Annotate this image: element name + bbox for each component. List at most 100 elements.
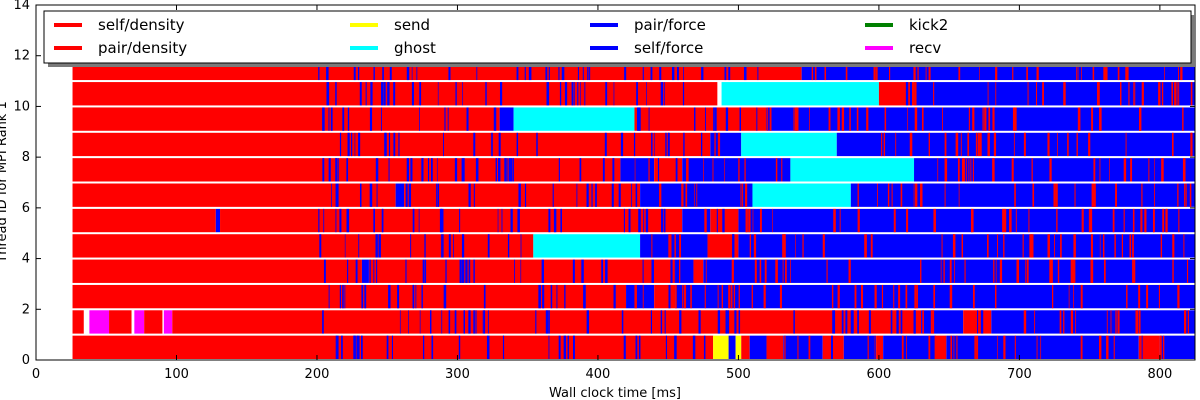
task-slice bbox=[674, 234, 676, 258]
task-slice bbox=[704, 284, 706, 309]
task-slice bbox=[448, 56, 451, 81]
task-slice bbox=[698, 310, 701, 334]
task-slice bbox=[328, 158, 331, 182]
task-slice bbox=[497, 208, 499, 233]
task-slice bbox=[1166, 208, 1168, 233]
task-bar-thread-0-14 bbox=[1138, 335, 1160, 359]
task-slice bbox=[370, 82, 373, 106]
task-slice bbox=[811, 56, 814, 81]
task-slice bbox=[576, 183, 578, 207]
task-slice bbox=[837, 284, 840, 309]
task-slice bbox=[344, 284, 346, 309]
task-slice bbox=[833, 310, 836, 334]
task-slice bbox=[1003, 335, 1006, 359]
task-slice bbox=[358, 132, 361, 157]
task-slice bbox=[864, 234, 867, 258]
task-slice bbox=[749, 234, 752, 258]
task-slice bbox=[1031, 234, 1034, 258]
task-bar-thread-7-3 bbox=[682, 158, 791, 182]
task-slice bbox=[602, 158, 605, 182]
task-slice bbox=[779, 284, 782, 309]
task-slice bbox=[339, 284, 342, 309]
task-slice bbox=[851, 310, 854, 334]
task-slice bbox=[850, 310, 853, 334]
task-slice bbox=[987, 82, 989, 106]
task-slice bbox=[1141, 82, 1144, 106]
task-bar-thread-7-4 bbox=[790, 158, 915, 182]
task-slice bbox=[1029, 234, 1032, 258]
task-slice bbox=[448, 234, 451, 258]
task-slice bbox=[468, 310, 471, 334]
task-slice bbox=[1093, 183, 1096, 207]
task-slice bbox=[909, 132, 913, 157]
task-slice bbox=[495, 158, 498, 182]
task-slice bbox=[520, 234, 522, 258]
task-slice bbox=[1148, 158, 1150, 182]
task-slice bbox=[845, 56, 848, 81]
task-slice bbox=[510, 208, 513, 233]
task-slice bbox=[476, 56, 478, 81]
task-slice bbox=[582, 56, 584, 81]
task-slice bbox=[369, 183, 373, 207]
task-slice bbox=[399, 310, 401, 334]
task-slice bbox=[335, 158, 338, 182]
task-slice bbox=[728, 284, 731, 309]
task-slice bbox=[375, 234, 378, 258]
task-slice bbox=[346, 158, 349, 182]
task-slice bbox=[421, 284, 423, 309]
task-slice bbox=[405, 183, 408, 207]
task-slice bbox=[1129, 234, 1132, 258]
task-slice bbox=[542, 284, 545, 309]
task-slice bbox=[744, 158, 746, 182]
task-bar-thread-1-4 bbox=[144, 310, 163, 334]
task-slice bbox=[831, 335, 833, 359]
task-slice bbox=[782, 259, 784, 283]
task-slice bbox=[498, 132, 501, 157]
task-slice bbox=[380, 107, 382, 131]
task-bar-thread-9-2 bbox=[513, 107, 635, 131]
task-slice bbox=[512, 158, 514, 182]
task-slice bbox=[1088, 132, 1091, 157]
task-slice bbox=[384, 132, 387, 157]
task-slice bbox=[753, 234, 757, 258]
task-slice bbox=[726, 310, 728, 334]
task-slice bbox=[664, 82, 665, 106]
task-slice bbox=[1117, 56, 1120, 81]
task-slice bbox=[335, 208, 337, 233]
task-slice bbox=[584, 284, 586, 309]
task-slice bbox=[975, 132, 978, 157]
task-slice bbox=[1042, 82, 1044, 106]
task-slice bbox=[668, 284, 671, 309]
task-slice bbox=[988, 107, 991, 131]
task-slice bbox=[916, 284, 918, 309]
task-slice bbox=[1144, 208, 1147, 233]
task-slice bbox=[997, 234, 999, 258]
task-slice bbox=[664, 208, 666, 233]
task-slice bbox=[928, 132, 930, 157]
task-slice bbox=[323, 208, 325, 233]
x-tick-label: 700 bbox=[1007, 367, 1032, 382]
task-slice bbox=[1106, 335, 1109, 359]
task-slice bbox=[679, 310, 682, 334]
task-slice bbox=[1183, 234, 1185, 258]
task-slice bbox=[536, 132, 538, 157]
task-slice bbox=[905, 284, 908, 309]
task-slice bbox=[1054, 234, 1055, 258]
task-slice bbox=[361, 335, 363, 359]
task-bar-thread-3-3 bbox=[675, 259, 694, 283]
task-slice bbox=[889, 56, 891, 81]
task-slice bbox=[949, 259, 952, 283]
task-slice bbox=[510, 158, 513, 182]
task-slice bbox=[769, 107, 772, 131]
task-slice bbox=[482, 310, 484, 334]
task-slice bbox=[953, 335, 955, 359]
task-slice bbox=[920, 259, 922, 283]
task-slice bbox=[381, 208, 383, 233]
task-slice bbox=[411, 56, 413, 81]
task-slice bbox=[782, 234, 784, 258]
task-slice bbox=[671, 56, 675, 81]
task-slice bbox=[504, 158, 507, 182]
task-slice bbox=[712, 158, 714, 182]
x-axis-label: Wall clock time [ms] bbox=[549, 386, 681, 400]
task-slice bbox=[611, 183, 614, 207]
